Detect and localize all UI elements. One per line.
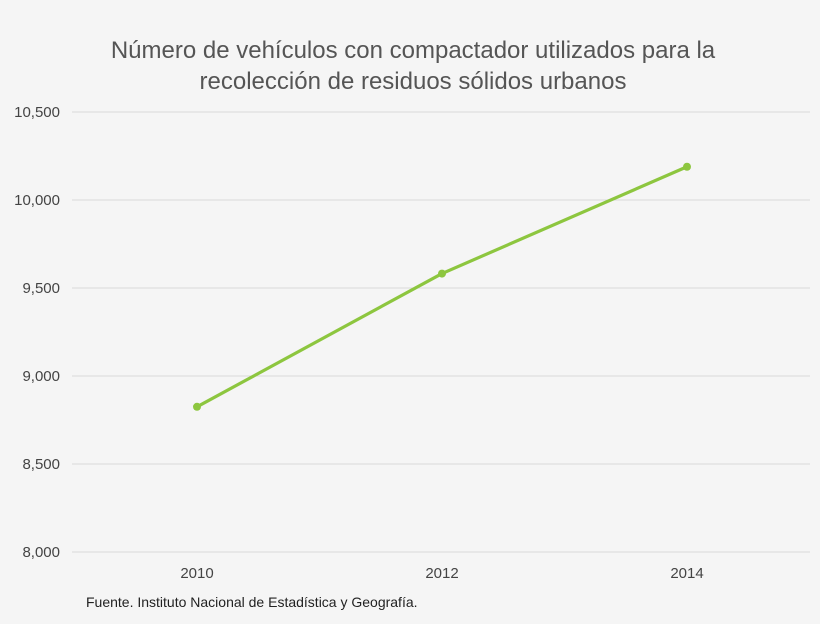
gridlines [72, 111, 810, 553]
y-tick-label: 9,000 [22, 368, 60, 385]
data-point [193, 402, 201, 411]
y-tick-label: 10,000 [14, 192, 60, 209]
chart-title-line-1: Número de vehículos con compactador util… [111, 37, 716, 64]
x-tick-label: 2010 [180, 565, 213, 582]
chart-title-line-2: recolección de residuos sólidos urbanos [200, 68, 627, 95]
source-note: Fuente. Instituto Nacional de Estadístic… [86, 594, 418, 610]
y-tick-label: 8,500 [22, 456, 60, 473]
data-point [683, 162, 691, 171]
y-axis: 8,000 8,500 9,000 9,500 10,000 10,500 [14, 104, 60, 561]
series-line [195, 165, 689, 409]
y-tick-label: 10,500 [14, 104, 60, 121]
y-tick-label: 8,000 [22, 544, 60, 561]
x-axis: 2010 2012 2014 [180, 565, 703, 582]
x-tick-label: 2014 [670, 565, 703, 582]
series [193, 162, 691, 411]
x-tick-label: 2012 [425, 565, 458, 582]
y-tick-label: 9,500 [22, 280, 60, 297]
data-point [438, 269, 446, 278]
